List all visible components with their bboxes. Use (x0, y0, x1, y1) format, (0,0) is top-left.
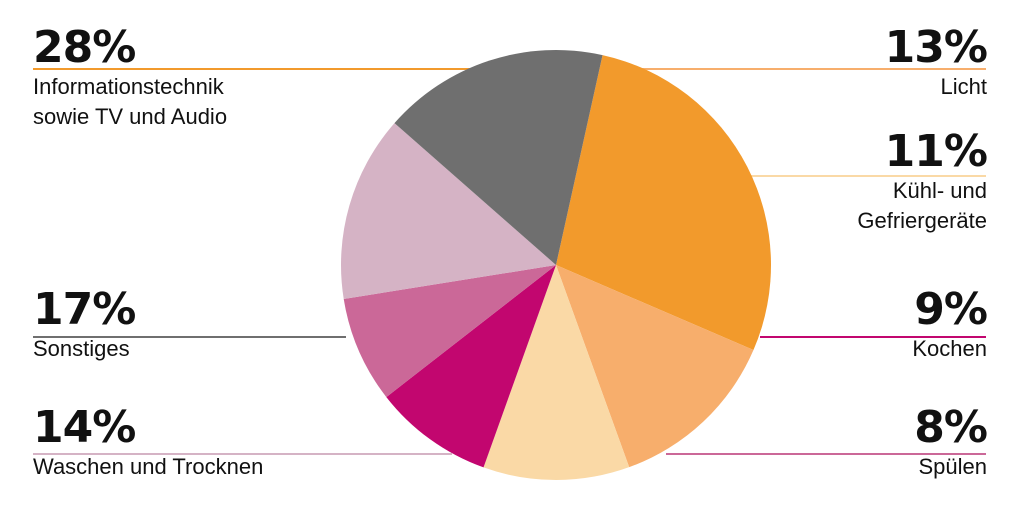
slice-category-label: Spülen (914, 452, 987, 482)
pie-slice (483, 265, 630, 481)
pie-slice (556, 265, 754, 468)
slice-category-label: Waschen und Trocknen (33, 452, 263, 482)
slice-category-line: Licht (940, 74, 987, 99)
pie-slice (343, 265, 556, 398)
pie-slice (556, 55, 772, 351)
slice-value-label: 17% (33, 284, 136, 335)
slice-label-sonstiges: 17% Sonstiges (33, 284, 136, 364)
slice-category-line: Kühl- und (892, 178, 987, 203)
slice-value-label: 14% (33, 402, 136, 453)
slice-value-label: 9% (914, 284, 988, 335)
slice-category-line: Kochen (912, 336, 987, 361)
slice-category-line: sowie TV und Audio (33, 104, 228, 129)
slice-label-waschen-trocknen: 14% Waschen und Trocknen (33, 406, 263, 482)
slice-category-label: Licht (885, 72, 987, 102)
slice-value-label: 28% (33, 22, 136, 73)
slice-label-licht: 13% Licht (884, 22, 988, 102)
slice-category-label: Kochen (912, 334, 987, 364)
slice-label-spuelen: 8% Spülen (914, 402, 988, 482)
slice-category-line: Gefriergeräte (857, 208, 987, 233)
slice-label-kuehl-gefriergeraete: 11% Kühl- und Gefriergeräte (857, 126, 988, 236)
slice-value-label: 13% (884, 22, 988, 73)
pie-slice (386, 265, 556, 468)
slice-category-label: Kühl- und Gefriergeräte (857, 176, 987, 236)
leader-lines (33, 68, 986, 455)
pie-slice (394, 50, 603, 265)
slice-category-line: Informationstechnik (33, 74, 224, 99)
slice-label-informationstechnik: 28% Informationstechnik sowie TV und Aud… (33, 26, 227, 132)
slice-value-label: 11% (884, 126, 988, 177)
pie-slice (341, 123, 556, 299)
slice-category-line: Sonstiges (33, 336, 130, 361)
slice-category-line: Spülen (918, 454, 987, 479)
slice-label-kochen: 9% Kochen (912, 284, 988, 364)
slice-category-label: Informationstechnik sowie TV und Audio (33, 72, 227, 132)
pie-slices (341, 50, 772, 481)
slice-category-line: Waschen und Trocknen (33, 454, 264, 479)
slice-category-label: Sonstiges (33, 334, 135, 364)
slice-value-label: 8% (914, 402, 988, 453)
